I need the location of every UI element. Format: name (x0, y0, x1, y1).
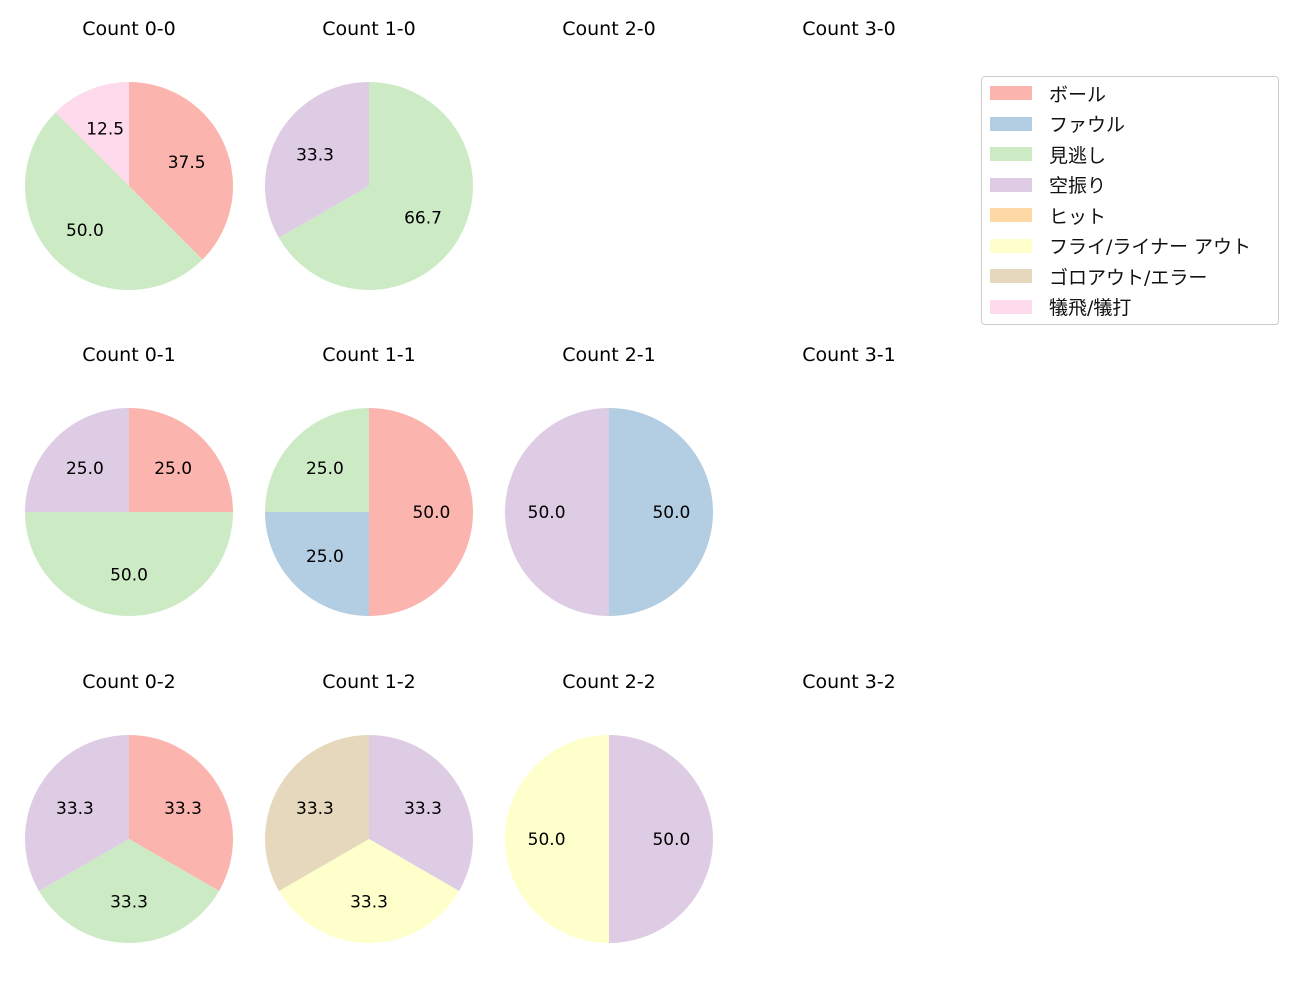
pie-title: Count 3-0 (802, 18, 896, 40)
legend-swatch (990, 299, 1032, 314)
legend-swatch (990, 116, 1032, 131)
slice-label: 50.0 (652, 503, 690, 523)
pie-slice (265, 512, 369, 616)
pie-title: Count 1-2 (322, 671, 416, 693)
legend-item: 犠飛/犠打 (990, 297, 1131, 319)
legend-label: フライ/ライナー アウト (1049, 236, 1252, 258)
slice-label: 33.3 (56, 799, 94, 819)
legend-item: 見逃し (990, 144, 1106, 167)
pie-title: Count 0-2 (82, 671, 176, 693)
pie-title: Count 2-1 (562, 344, 656, 366)
pie-slice (129, 735, 234, 891)
legend-label: 空振り (1049, 175, 1107, 197)
pie-slice (24, 735, 129, 891)
pie-slice (369, 408, 473, 616)
pie-slice (265, 82, 369, 238)
slice-label: 25.0 (306, 459, 344, 479)
legend-label: 犠飛/犠打 (1049, 297, 1132, 319)
pie-slice (505, 408, 609, 616)
legend-item: 空振り (990, 175, 1106, 197)
pie-slice (129, 82, 234, 260)
legend-item: フライ/ライナー アウト (990, 236, 1251, 258)
pie-slice (38, 839, 220, 943)
legend-item: ボール (990, 83, 1106, 106)
slice-label: 50.0 (412, 503, 450, 523)
legend-swatch (990, 147, 1032, 161)
slice-label: 25.0 (66, 459, 104, 479)
slice-label: 50.0 (652, 830, 690, 850)
legend-swatch (990, 238, 1032, 253)
legend-label: ボール (1049, 83, 1107, 106)
pie-slice (265, 408, 369, 512)
slice-label: 33.3 (296, 799, 334, 819)
slice-label: 33.3 (404, 799, 442, 819)
pie-slice (609, 735, 713, 943)
slice-label: 50.0 (528, 503, 566, 523)
slice-label: 33.3 (164, 799, 202, 819)
pie-title: Count 3-2 (802, 671, 896, 693)
pie-title: Count 1-0 (322, 18, 416, 40)
legend-swatch (990, 177, 1032, 192)
slice-label: 33.3 (350, 892, 388, 912)
slice-label: 50.0 (528, 830, 566, 850)
slice-label: 25.0 (154, 459, 192, 479)
pie-title: Count 2-0 (562, 18, 656, 40)
legend: ボールファウル見逃し空振りヒットフライ/ライナー アウト ゴロアウト/エラー 犠飛/… (981, 76, 1279, 325)
pie-slice (609, 408, 713, 616)
legend-label: ファウル (1049, 114, 1126, 136)
pie-title: Count 2-2 (562, 671, 656, 693)
legend-item: ゴロアウト/エラー (990, 266, 1207, 289)
pie-slice (278, 82, 474, 290)
pie-title: Count 3-1 (802, 344, 896, 366)
slice-label: 50.0 (66, 221, 104, 241)
slice-label: 12.5 (86, 119, 124, 139)
pie-slice (55, 82, 130, 186)
slice-label: 33.3 (296, 146, 334, 166)
legend-item: ヒット (990, 205, 1106, 228)
slice-label: 50.0 (110, 565, 148, 585)
legend-swatch (990, 269, 1032, 283)
legend-swatch (990, 86, 1032, 100)
legend-swatch (990, 208, 1032, 222)
pie-slice (25, 408, 129, 512)
slice-label: 66.7 (404, 208, 442, 228)
legend-label: ゴロアウト/エラー (1049, 266, 1208, 289)
pie-slice (505, 735, 609, 943)
legend-label: 見逃し (1049, 144, 1107, 167)
pie-title: Count 0-1 (82, 344, 176, 366)
pie-slice (25, 112, 203, 290)
slice-label: 33.3 (110, 892, 148, 912)
pie-slice (369, 735, 474, 891)
legend-item: ファウル (990, 114, 1125, 136)
pie-slice (264, 735, 369, 891)
pie-slice (129, 408, 233, 512)
slice-label: 37.5 (168, 153, 206, 173)
pie-slice (25, 512, 233, 616)
pie-title: Count 0-0 (82, 18, 176, 40)
pie-title: Count 1-1 (322, 344, 416, 366)
slice-label: 25.0 (306, 547, 344, 567)
legend-label: ヒット (1049, 205, 1107, 228)
